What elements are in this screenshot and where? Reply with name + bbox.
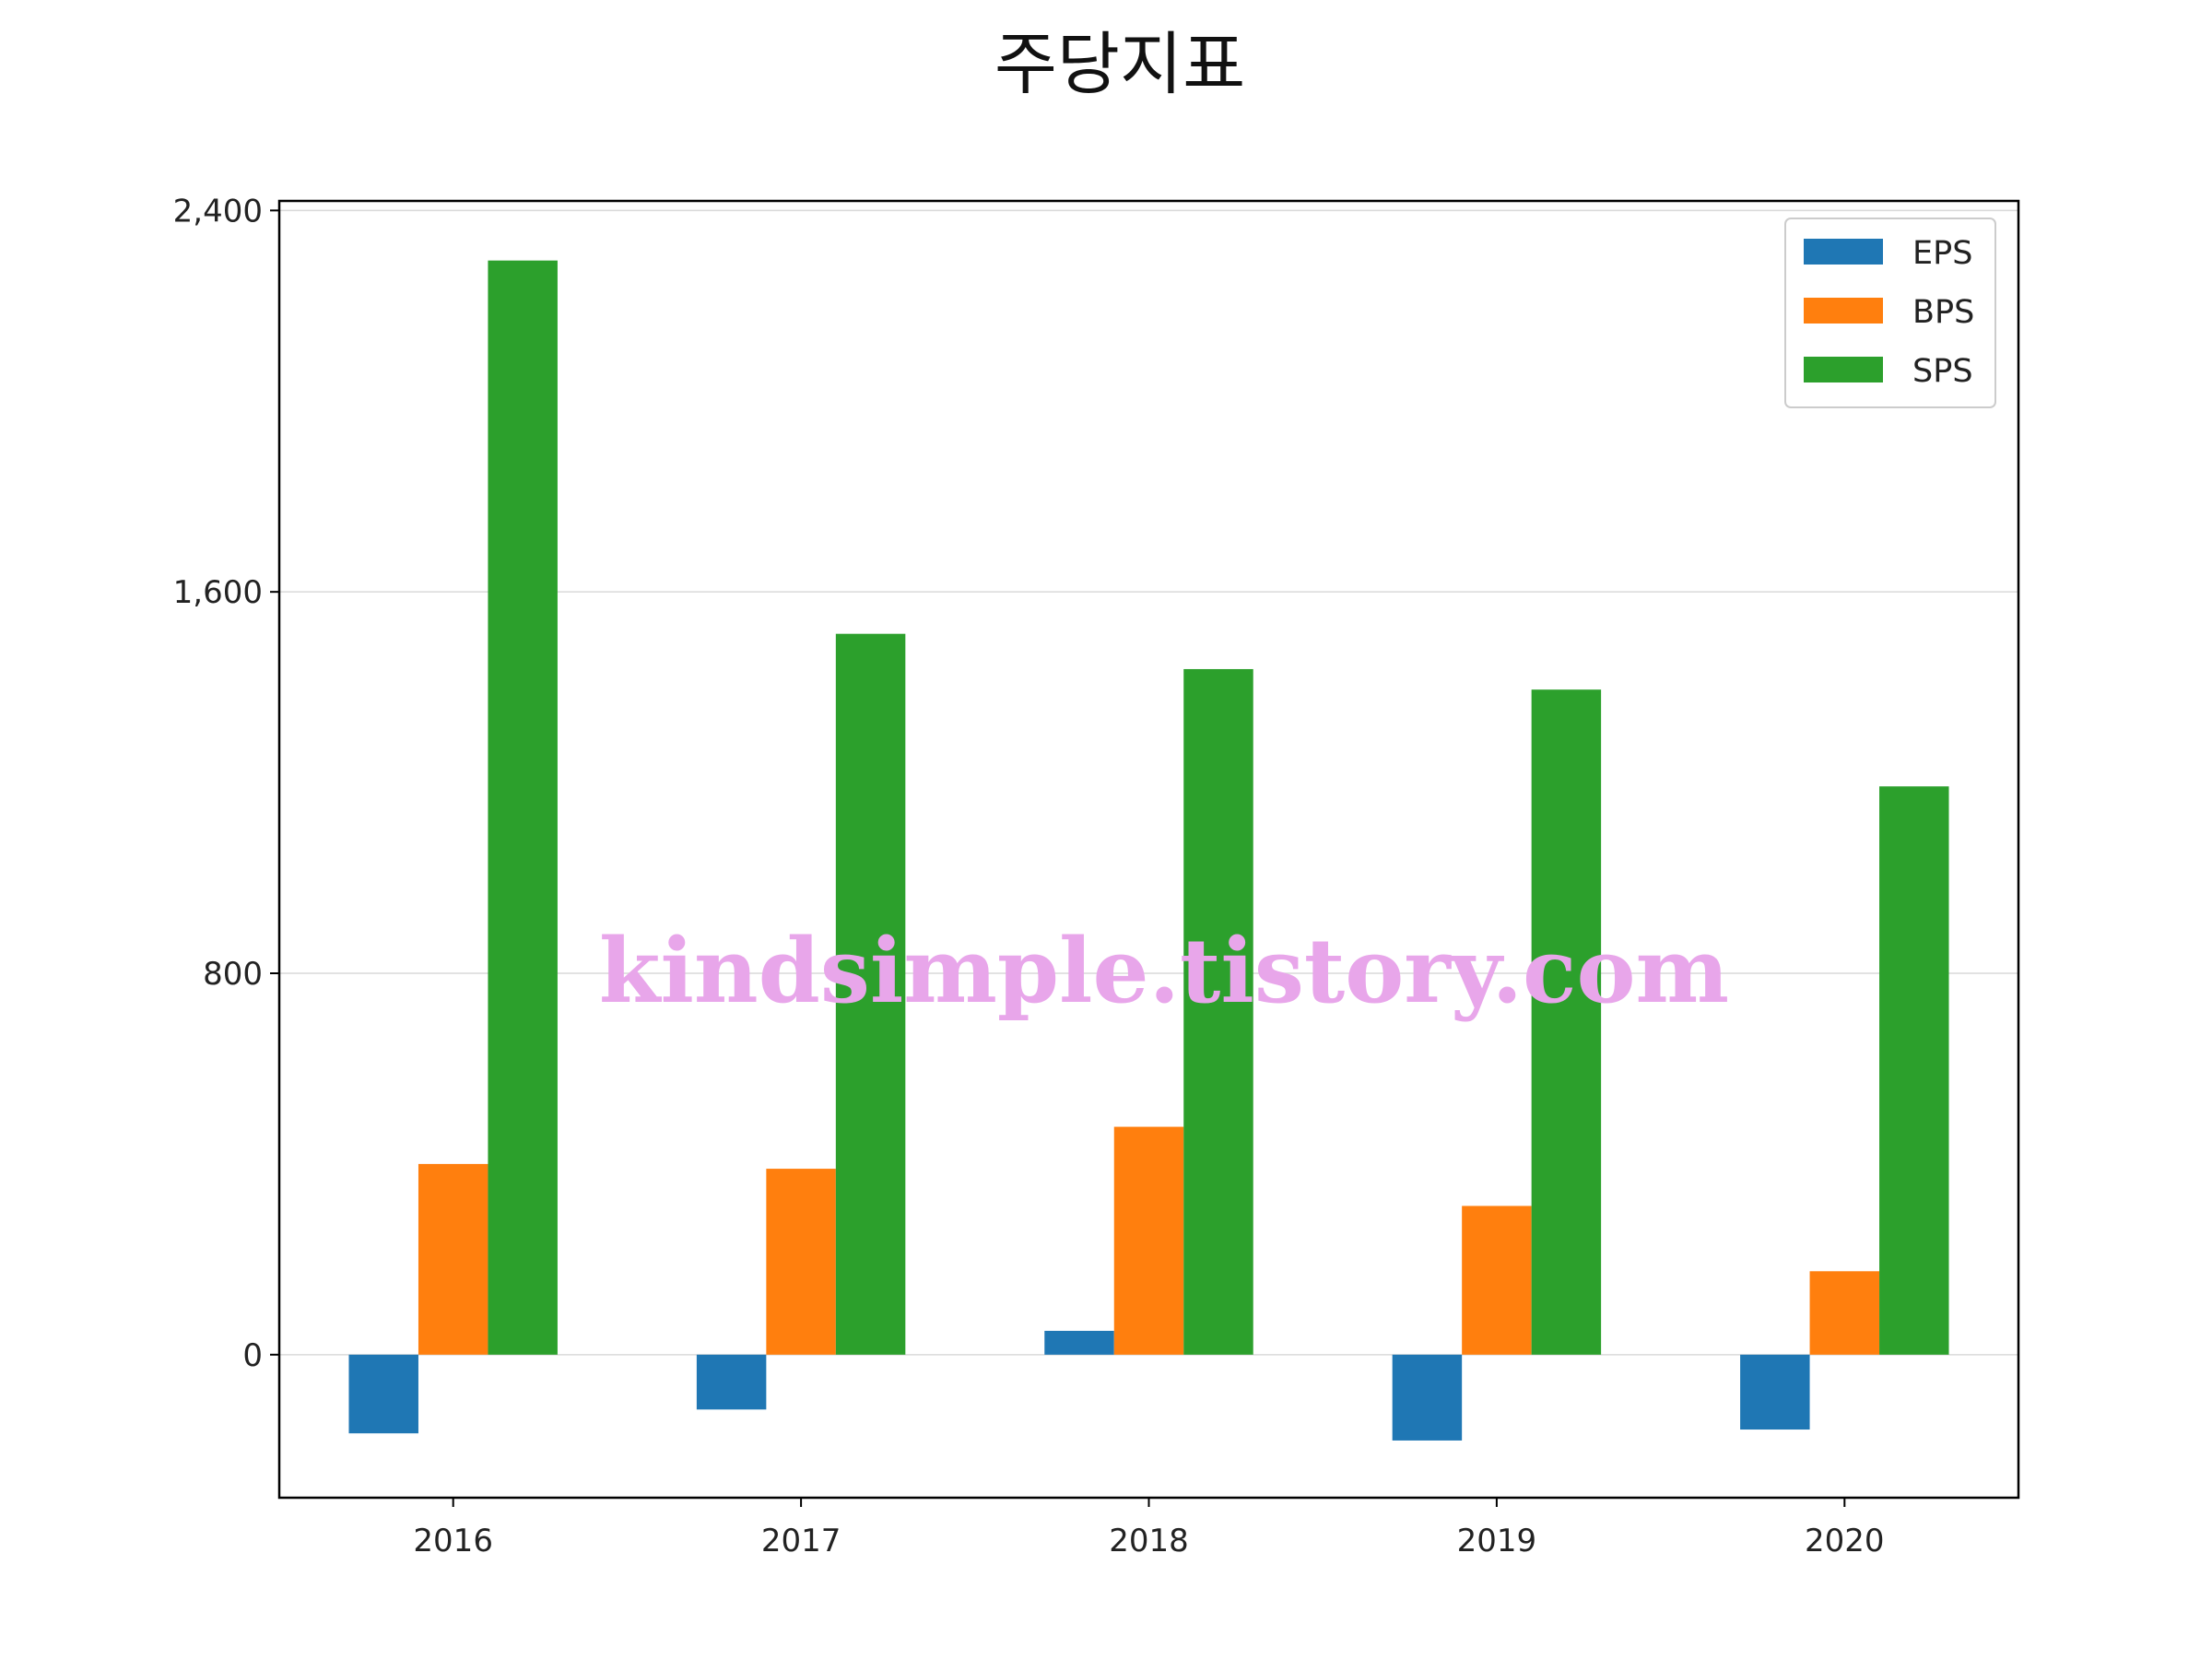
legend-label-sps: SPS [1912,353,1973,390]
bar-eps-2016 [348,1354,418,1434]
x-axis: 2016 2017 2018 2019 2020 [413,1498,1885,1559]
chart-title: 주당지표 [994,25,1245,104]
bar-sps-2020 [1879,786,1949,1355]
bar-eps-2017 [696,1354,767,1410]
y-tick-label: 0 [242,1337,263,1374]
watermark-text: kindsimple.tistory.com [599,919,1729,1023]
legend-swatch-bps [1804,298,1883,324]
bar-eps-2019 [1392,1354,1463,1441]
bar-sps-2017 [835,633,906,1355]
bar-sps-2018 [1183,668,1253,1355]
x-tick-label: 2018 [1109,1523,1189,1559]
y-axis: 0 800 1,600 2,400 [173,193,279,1374]
x-tick-label: 2019 [1457,1523,1537,1559]
bars [348,260,1949,1441]
bar-eps-2018 [1044,1330,1114,1355]
legend-swatch-sps [1804,357,1883,382]
y-tick-label: 1,600 [173,574,263,611]
legend-swatch-eps [1804,239,1883,265]
legend-label-eps: EPS [1912,235,1972,272]
bar-bps-2019 [1462,1206,1532,1355]
bar-sps-2016 [488,260,558,1355]
legend-label-bps: BPS [1912,294,1974,331]
bar-bps-2016 [418,1163,488,1355]
bar-bps-2018 [1113,1126,1184,1355]
bar-bps-2017 [766,1169,836,1355]
bar-bps-2020 [1809,1271,1880,1355]
legend: EPS BPS SPS [1784,218,1996,408]
y-tick-label: 800 [203,956,263,993]
x-tick-label: 2020 [1805,1523,1885,1559]
bar-eps-2020 [1740,1354,1810,1430]
y-tick-label: 2,400 [173,193,263,229]
x-tick-label: 2017 [761,1523,841,1559]
bar-sps-2019 [1531,689,1602,1355]
x-tick-label: 2016 [413,1523,493,1559]
